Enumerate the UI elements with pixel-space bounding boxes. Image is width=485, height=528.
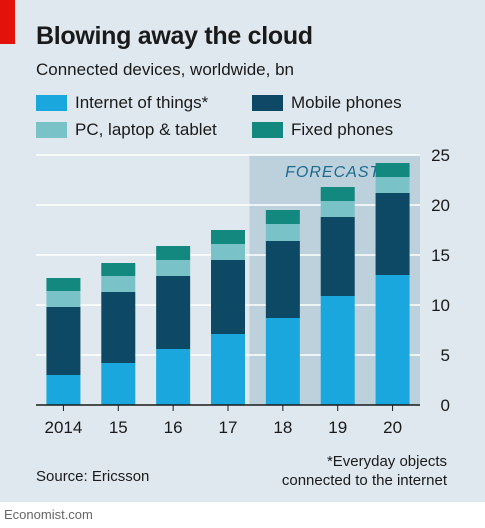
legend-item-fixed: Fixed phones bbox=[252, 120, 393, 140]
bar-fixed bbox=[375, 163, 410, 177]
legend-swatch-pc bbox=[36, 122, 67, 138]
bar-iot bbox=[375, 275, 410, 405]
bar-fixed bbox=[320, 187, 355, 201]
forecast-label: FORECAST bbox=[285, 164, 380, 181]
bar-fixed bbox=[211, 230, 245, 244]
footer-bar bbox=[0, 502, 485, 528]
x-tick-label: 15 bbox=[109, 418, 128, 437]
bar-mobile bbox=[375, 193, 410, 275]
x-tick-label: 20 bbox=[383, 418, 402, 437]
legend-label-fixed: Fixed phones bbox=[291, 120, 394, 139]
bar-pc bbox=[156, 260, 191, 276]
x-tick-label: 2014 bbox=[45, 418, 83, 437]
bar-pc bbox=[320, 201, 355, 217]
stacked-bar-chart: FORECAST 2014 15 16 17 18 19 20 0 5 10 15 20 25 bbox=[36, 146, 450, 437]
bar-iot bbox=[265, 318, 300, 405]
bar-mobile bbox=[46, 307, 81, 375]
bar-fixed bbox=[156, 246, 191, 260]
source-note: Source: Ericsson bbox=[36, 468, 150, 485]
bar-fixed bbox=[101, 263, 136, 276]
legend-item-iot: Internet of things* bbox=[36, 93, 208, 113]
legend-item-pc: PC, laptop & tablet bbox=[36, 120, 217, 140]
bar-iot bbox=[320, 296, 355, 405]
bar-mobile bbox=[265, 241, 300, 318]
y-tick-label: 0 bbox=[441, 396, 450, 415]
bar-pc bbox=[46, 291, 81, 307]
y-tick-label: 20 bbox=[431, 196, 450, 215]
legend-item-mobile: Mobile phones bbox=[252, 93, 402, 113]
footer-site: Economist.com bbox=[4, 507, 93, 522]
bar-iot bbox=[211, 334, 245, 405]
bar-mobile bbox=[320, 217, 355, 296]
footnote-line-2: connected to the internet bbox=[281, 472, 447, 489]
bar-mobile bbox=[101, 292, 136, 363]
bar-mobile bbox=[156, 276, 191, 349]
bar-fixed bbox=[265, 210, 300, 224]
legend-swatch-fixed bbox=[252, 122, 283, 138]
y-tick-label: 10 bbox=[431, 296, 450, 315]
bar-mobile bbox=[211, 260, 245, 334]
y-tick-label: 25 bbox=[431, 146, 450, 165]
legend-label-mobile: Mobile phones bbox=[291, 93, 402, 112]
legend-swatch-iot bbox=[36, 95, 67, 111]
x-tick-label: 16 bbox=[164, 418, 183, 437]
bar-fixed bbox=[46, 278, 81, 291]
footnote-line-1: *Everyday objects bbox=[326, 453, 447, 470]
x-tick-label: 18 bbox=[273, 418, 292, 437]
y-tick-label: 5 bbox=[441, 346, 450, 365]
x-tick-label: 17 bbox=[219, 418, 238, 437]
brand-red-tag bbox=[0, 0, 15, 44]
bar-pc bbox=[101, 276, 136, 292]
footnote: *Everyday objects connected to the inter… bbox=[187, 452, 447, 490]
bar-iot bbox=[101, 363, 136, 405]
y-tick-label: 15 bbox=[431, 246, 450, 265]
legend-label-iot: Internet of things* bbox=[75, 93, 209, 112]
bar-pc bbox=[265, 224, 300, 241]
legend-swatch-mobile bbox=[252, 95, 283, 111]
bar-iot bbox=[156, 349, 191, 405]
legend-label-pc: PC, laptop & tablet bbox=[75, 120, 217, 139]
chart-title: Blowing away the cloud bbox=[36, 22, 313, 50]
bar-iot bbox=[46, 375, 81, 405]
x-tick-label: 19 bbox=[328, 418, 347, 437]
bar-pc bbox=[211, 244, 245, 260]
bar-pc bbox=[375, 177, 410, 193]
chart-subtitle: Connected devices, worldwide, bn bbox=[36, 60, 294, 79]
